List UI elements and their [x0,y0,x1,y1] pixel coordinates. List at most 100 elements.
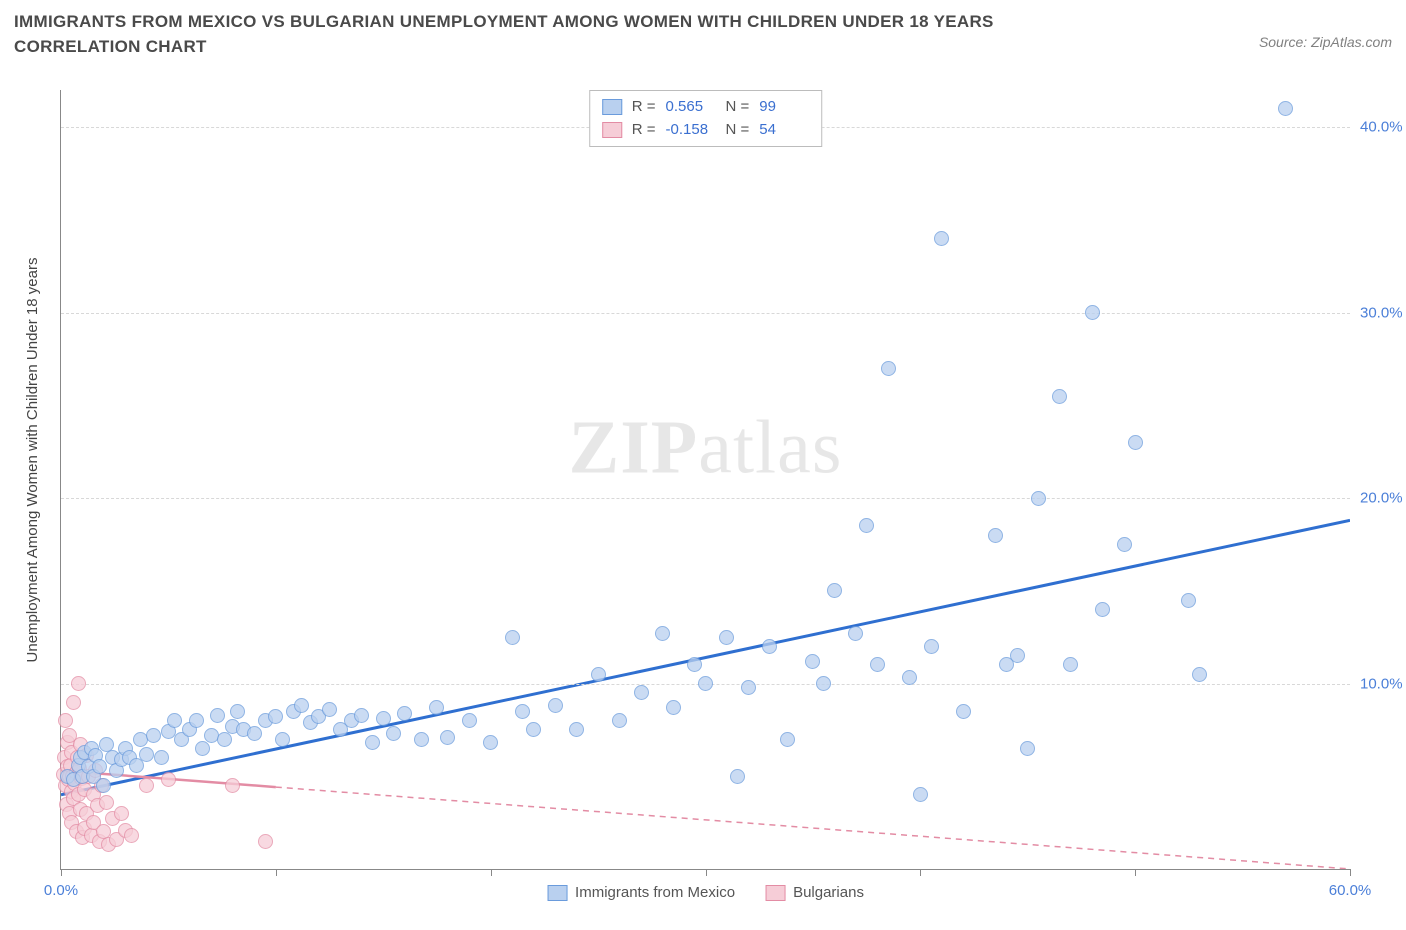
scatter-point-bulgaria [225,778,240,793]
x-tick [920,869,921,876]
scatter-point-mexico [924,639,939,654]
legend-item-mexico: Immigrants from Mexico [547,884,735,901]
source-label: Source: ZipAtlas.com [1259,34,1392,50]
legend-stats: R = 0.565 N = 99 R = -0.158 N = 54 [589,90,823,147]
watermark-bold: ZIP [569,406,699,490]
scatter-point-mexico [483,735,498,750]
scatter-point-mexico [154,750,169,765]
label-r: R = [632,119,656,142]
scatter-point-mexico [612,713,627,728]
scatter-point-mexico [354,708,369,723]
scatter-point-bulgaria [258,834,273,849]
scatter-point-mexico [805,654,820,669]
scatter-point-mexico [1010,648,1025,663]
scatter-point-mexico [848,626,863,641]
scatter-point-mexico [386,726,401,741]
scatter-point-mexico [1095,602,1110,617]
y-tick-label: 30.0% [1360,304,1406,321]
y-tick-label: 40.0% [1360,119,1406,136]
scatter-point-mexico [762,639,777,654]
y-tick-label: 10.0% [1360,675,1406,692]
watermark-rest: atlas [698,406,842,490]
scatter-point-bulgaria [71,676,86,691]
scatter-point-mexico [1063,657,1078,672]
grid-line [61,313,1350,314]
x-tick-label: 0.0% [44,882,78,899]
x-tick [491,869,492,876]
scatter-point-mexico [462,713,477,728]
scatter-point-mexico [870,657,885,672]
scatter-point-bulgaria [99,795,114,810]
regression-line [276,787,1350,869]
scatter-point-mexico [322,702,337,717]
swatch-mexico [602,99,622,115]
scatter-point-mexico [167,713,182,728]
scatter-point-mexico [526,722,541,737]
label-n: N = [726,96,750,119]
scatter-point-mexico [96,778,111,793]
swatch-mexico [547,885,567,901]
scatter-point-bulgaria [124,828,139,843]
scatter-point-mexico [139,747,154,762]
x-tick [1135,869,1136,876]
scatter-point-mexico [92,759,107,774]
legend-bottom: Immigrants from Mexico Bulgarians [547,884,864,901]
x-tick [61,869,62,876]
scatter-point-mexico [741,680,756,695]
scatter-point-mexico [1117,537,1132,552]
scatter-point-mexico [1278,101,1293,116]
value-r-bulgaria: -0.158 [666,119,716,142]
value-n-mexico: 99 [759,96,809,119]
scatter-point-mexico [655,626,670,641]
watermark: ZIPatlas [569,405,843,492]
scatter-point-bulgaria [139,778,154,793]
scatter-point-bulgaria [58,713,73,728]
scatter-point-mexico [988,528,1003,543]
scatter-point-mexico [934,231,949,246]
scatter-point-mexico [247,726,262,741]
scatter-point-mexico [414,732,429,747]
label-r: R = [632,96,656,119]
regression-line [61,520,1350,795]
legend-stats-row-bulgaria: R = -0.158 N = 54 [602,119,810,142]
plot-area: ZIPatlas R = 0.565 N = 99 R = -0.158 N =… [60,90,1350,870]
scatter-point-mexico [719,630,734,645]
scatter-point-mexico [859,518,874,533]
scatter-point-mexico [569,722,584,737]
label-n: N = [726,119,750,142]
scatter-point-mexico [217,732,232,747]
scatter-point-mexico [189,713,204,728]
scatter-point-mexico [1128,435,1143,450]
scatter-point-mexico [376,711,391,726]
scatter-point-mexico [548,698,563,713]
scatter-point-mexico [1181,593,1196,608]
scatter-point-mexico [1052,389,1067,404]
scatter-point-mexico [666,700,681,715]
swatch-bulgaria [765,885,785,901]
scatter-point-mexico [1085,305,1100,320]
scatter-point-mexico [365,735,380,750]
scatter-point-mexico [230,704,245,719]
scatter-point-bulgaria [161,772,176,787]
grid-line [61,498,1350,499]
title-bar: IMMIGRANTS FROM MEXICO VS BULGARIAN UNEM… [14,10,1392,59]
chart-title: IMMIGRANTS FROM MEXICO VS BULGARIAN UNEM… [14,10,1114,59]
scatter-point-mexico [780,732,795,747]
legend-label-mexico: Immigrants from Mexico [575,884,735,901]
x-tick-label: 60.0% [1329,882,1372,899]
scatter-point-mexico [397,706,412,721]
scatter-point-mexico [515,704,530,719]
regression-lines-svg [61,90,1350,869]
x-tick [706,869,707,876]
scatter-point-mexico [1192,667,1207,682]
scatter-point-mexico [440,730,455,745]
scatter-point-mexico [634,685,649,700]
legend-stats-row-mexico: R = 0.565 N = 99 [602,96,810,119]
value-r-mexico: 0.565 [666,96,716,119]
scatter-point-bulgaria [114,806,129,821]
legend-label-bulgaria: Bulgarians [793,884,864,901]
y-tick-label: 20.0% [1360,490,1406,507]
scatter-point-mexico [195,741,210,756]
scatter-point-mexico [687,657,702,672]
scatter-point-mexico [881,361,896,376]
